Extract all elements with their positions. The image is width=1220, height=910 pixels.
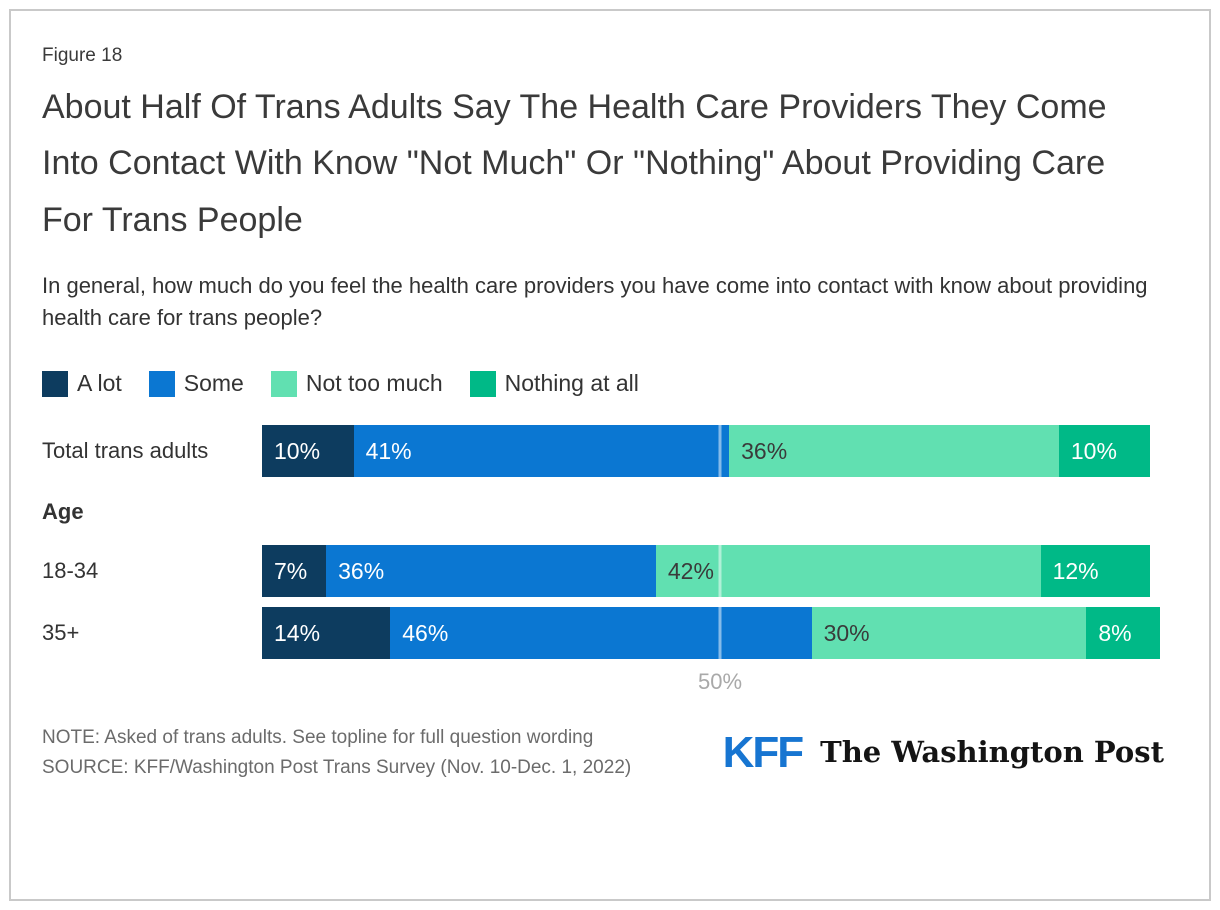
- bar-row-total: Total trans adults 10% 41% 36% 10%: [42, 425, 1178, 478]
- chart-subtitle: In general, how much do you feel the hea…: [42, 273, 1148, 331]
- axis-tick-50: 50%: [697, 669, 743, 695]
- bar-segment: 10%: [1058, 425, 1151, 478]
- bar-segment: 36%: [729, 425, 1059, 478]
- x-axis: 50%: [262, 659, 1178, 701]
- legend-label: A lot: [77, 370, 122, 397]
- washington-post-logo: The Washington Post: [820, 735, 1164, 770]
- chart-legend: A lot Some Not too much Nothing at all: [42, 370, 1178, 397]
- figure-footer: NOTE: Asked of trans adults. See topline…: [42, 723, 1178, 782]
- legend-label: Not too much: [305, 370, 443, 397]
- logos-block: KFF The Washington Post: [722, 727, 1178, 777]
- bar-segment: 41%: [353, 425, 730, 478]
- legend-label: Some: [183, 370, 244, 397]
- bar-row-18-34: 18-34 7% 36% 42% 12%: [42, 545, 1178, 598]
- notes-block: NOTE: Asked of trans adults. See topline…: [42, 723, 631, 782]
- bar-segment: 12%: [1040, 545, 1151, 598]
- legend-item: A lot: [42, 370, 122, 397]
- bar-segment: 8%: [1086, 607, 1160, 660]
- legend-swatch: [148, 370, 175, 397]
- gridline-50: [718, 425, 722, 478]
- bar-segment: 10%: [262, 425, 354, 478]
- bar-track-18-34: 7% 36% 42% 12%: [262, 545, 1178, 598]
- figure-card: Figure 18 About Half Of Trans Adults Say…: [9, 9, 1211, 901]
- bar-segment: 14%: [262, 607, 391, 660]
- legend-item: Nothing at all: [469, 370, 639, 397]
- legend-swatch: [469, 370, 496, 397]
- figure-label: Figure 18: [42, 45, 123, 66]
- row-label-35-plus: 35+: [42, 620, 80, 646]
- source-line: SOURCE: KFF/Washington Post Trans Survey…: [42, 756, 632, 778]
- bar-row-35-plus: 35+ 14% 46% 30% 8%: [42, 607, 1178, 660]
- bar-track-35-plus: 14% 46% 30% 8%: [262, 607, 1178, 660]
- legend-swatch: [270, 370, 297, 397]
- legend-label: Nothing at all: [504, 370, 639, 397]
- bar-segment: 42%: [655, 545, 1041, 598]
- bar-segment: 46%: [390, 607, 812, 660]
- row-label-total: Total trans adults: [42, 438, 209, 464]
- bar-segment: 30%: [811, 607, 1087, 660]
- stacked-bar-chart: Total trans adults 10% 41% 36% 10% Age 18-3…: [42, 425, 1178, 701]
- legend-swatch: [42, 370, 68, 397]
- bar-segment: 7%: [262, 545, 327, 598]
- bar-track-total: 10% 41% 36% 10%: [262, 425, 1178, 478]
- age-group-header: Age: [42, 499, 84, 525]
- gridline-50: [718, 607, 722, 660]
- row-label-18-34: 18-34: [42, 558, 99, 584]
- gridline-50: [718, 545, 722, 598]
- legend-item: Not too much: [270, 370, 443, 397]
- bar-segment: 36%: [326, 545, 656, 598]
- kff-logo: KFF: [722, 727, 805, 777]
- legend-item: Some: [148, 370, 244, 397]
- note-line: NOTE: Asked of trans adults. See topline…: [42, 727, 594, 749]
- chart-title: About Half Of Trans Adults Say The Healt…: [42, 88, 1107, 239]
